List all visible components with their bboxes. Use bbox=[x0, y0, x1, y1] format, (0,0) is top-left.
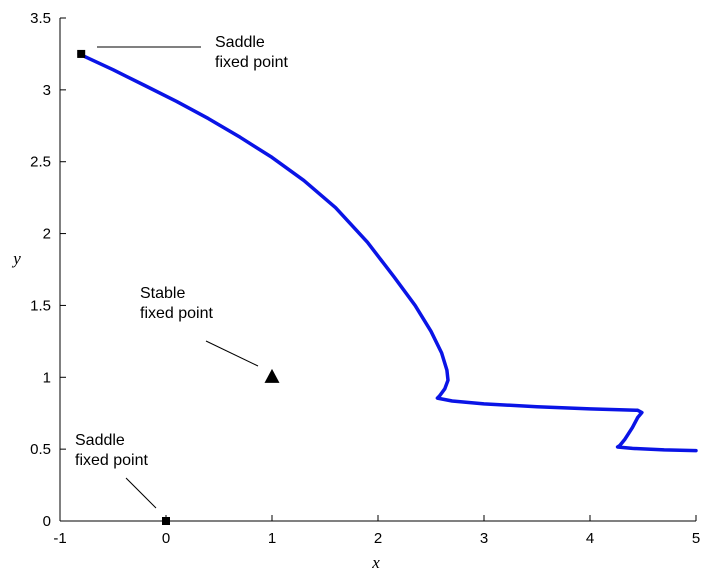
axes bbox=[59, 18, 696, 522]
x-ticks: -1 0 1 2 3 4 5 bbox=[53, 515, 700, 547]
y-tick-label: 1 bbox=[43, 369, 51, 386]
y-axis-label: y bbox=[11, 249, 21, 268]
annotation-leader-line bbox=[205, 340, 259, 367]
annotations: Saddle fixed point Stable fixed point Saddle… bbox=[75, 34, 288, 509]
annotation-leader-line bbox=[125, 477, 157, 509]
annotation-label: Stable bbox=[140, 285, 185, 302]
annotation-label: Saddle bbox=[75, 432, 125, 449]
x-tick-label: 1 bbox=[268, 530, 276, 547]
x-tick-label: 5 bbox=[692, 530, 700, 547]
y-tick-label: 2.5 bbox=[30, 154, 51, 171]
saddle-fixed-point-marker bbox=[77, 49, 86, 58]
x-tick-label: -1 bbox=[53, 530, 66, 547]
y-tick-label: 1.5 bbox=[30, 297, 51, 314]
annotation-label: Saddle bbox=[215, 34, 265, 51]
y-tick-label: 3.5 bbox=[30, 10, 51, 27]
annotation-label: fixed point bbox=[75, 452, 148, 469]
y-ticks: 0 0.5 1 1.5 2 2.5 3 3.5 bbox=[30, 10, 66, 530]
saddle-fixed-point-marker bbox=[162, 517, 170, 525]
stable-fixed-point-marker bbox=[264, 368, 280, 383]
fixed-point-markers bbox=[77, 49, 280, 525]
x-tick-label: 0 bbox=[162, 530, 170, 547]
trajectory-line bbox=[77, 52, 698, 453]
x-tick-label: 2 bbox=[374, 530, 382, 547]
annotation-label: fixed point bbox=[140, 305, 213, 322]
annotation-label: fixed point bbox=[215, 54, 288, 71]
y-tick-label: 3 bbox=[43, 82, 51, 99]
y-tick-label: 2 bbox=[43, 226, 51, 243]
y-tick-label: 0 bbox=[43, 513, 51, 530]
series-layer bbox=[77, 52, 698, 453]
x-tick-label: 3 bbox=[480, 530, 488, 547]
y-tick-label: 0.5 bbox=[30, 441, 51, 458]
x-tick-label: 4 bbox=[586, 530, 594, 547]
x-axis-label: x bbox=[371, 553, 380, 572]
